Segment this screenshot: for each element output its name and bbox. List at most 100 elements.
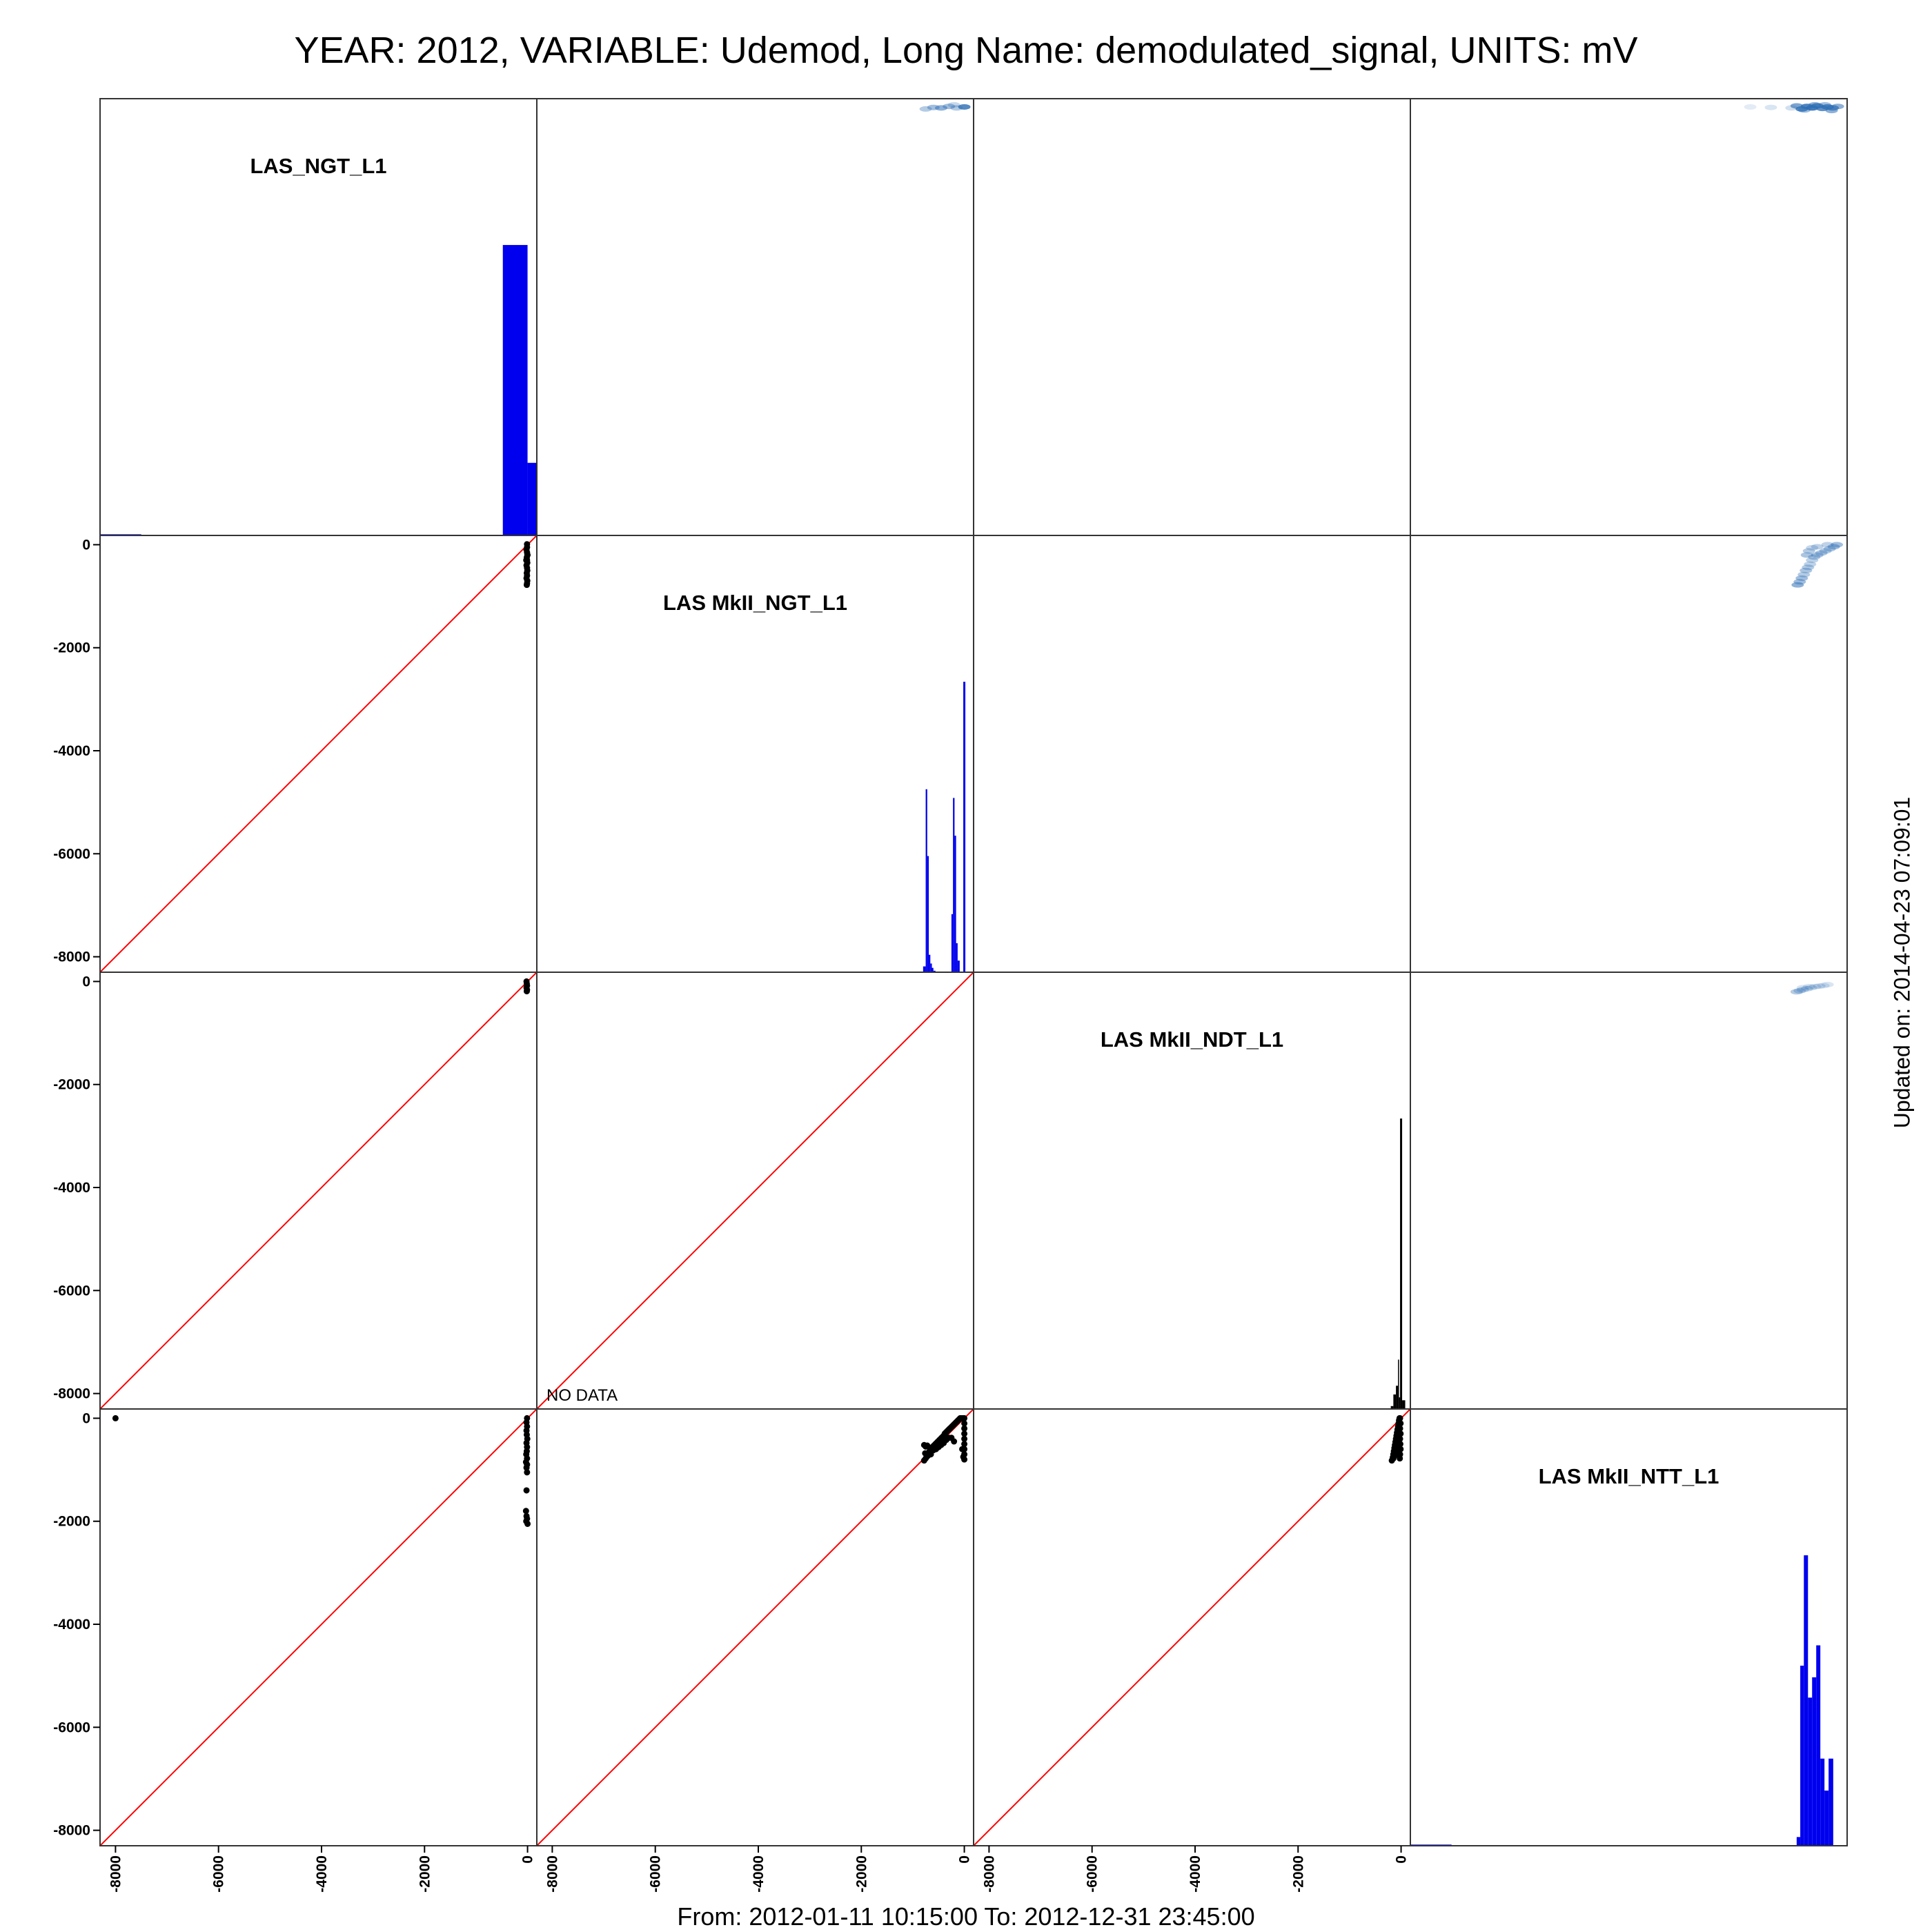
scatter-point	[523, 1487, 530, 1494]
identity-line	[100, 535, 537, 972]
y-tick-label: -2000	[53, 1077, 90, 1093]
density-cell	[1831, 542, 1844, 548]
density-cell	[1808, 983, 1822, 989]
histogram-bar	[1400, 1118, 1403, 1409]
density-cell	[1804, 561, 1817, 567]
density-cell	[1819, 548, 1832, 554]
density-cell	[1831, 103, 1844, 110]
density-cell	[1821, 542, 1834, 548]
density-cell	[1800, 985, 1813, 992]
panel-border	[973, 98, 1411, 536]
x-tick-label: -2000	[1290, 1855, 1306, 1893]
x-tick-label: 0	[957, 1855, 973, 1864]
x-tick-label: 0	[520, 1855, 536, 1864]
x-tick-label: -4000	[314, 1855, 330, 1893]
scatter-point	[961, 1435, 968, 1442]
density-cell	[1815, 550, 1828, 556]
density-cell	[947, 101, 960, 108]
density-cell	[1804, 985, 1817, 991]
scatter-point	[522, 1508, 529, 1515]
panel-border	[1410, 98, 1848, 536]
histogram-bar	[925, 789, 927, 972]
histogram-bar	[527, 462, 537, 535]
density-cell	[1764, 104, 1777, 110]
density-cell	[1802, 548, 1815, 554]
identity-line	[537, 972, 974, 1409]
density-cell	[1795, 575, 1808, 581]
x-tick-label: -8000	[108, 1855, 124, 1893]
histogram-bar	[951, 914, 954, 972]
y-tick-label: -6000	[53, 1283, 90, 1299]
x-tick-label: -2000	[854, 1855, 869, 1893]
panel-title-las-mkii-ngt-l1: LAS MkII_NGT_L1	[663, 591, 847, 615]
density-cell	[1817, 983, 1830, 989]
histogram-bar	[1808, 1697, 1813, 1846]
panel-title-las-mkii-ndt-l1: LAS MkII_NDT_L1	[1101, 1027, 1283, 1052]
histogram-bar	[963, 682, 966, 972]
density-cell	[1796, 987, 1809, 993]
scatter-point	[1397, 1414, 1403, 1421]
identity-line	[100, 972, 537, 1409]
panel-title-las-ngt-l1: LAS_NGT_L1	[250, 154, 386, 178]
density-cell	[1813, 983, 1826, 989]
panel-las-mkii-ngt-l1-vs-las-mkii-ntt-l1	[1791, 542, 1844, 588]
scatter-point	[961, 1430, 968, 1437]
density-cell	[1811, 544, 1824, 550]
y-tick-label: 0	[82, 1410, 90, 1426]
identity-line	[100, 1409, 537, 1846]
panel-las-mkii-ntt-l1-vs-las-mkii-ntt-l1	[1410, 1555, 1833, 1846]
histogram-bar	[957, 960, 960, 972]
histogram-bar	[953, 798, 955, 972]
no-data-label: NO DATA	[546, 1386, 618, 1405]
histogram-bar	[1402, 1400, 1406, 1409]
x-tick-label: -2000	[417, 1855, 433, 1893]
panel-las-mkii-ngt-l1-vs-las-mkii-ngt-l1	[923, 682, 966, 972]
histogram-bar	[502, 245, 528, 535]
density-cell	[1825, 108, 1838, 114]
histogram-bar	[1804, 1555, 1808, 1846]
density-cell	[1793, 579, 1806, 585]
panel-las-ngt-l1-vs-las-mkii-ngt-l1	[919, 101, 971, 112]
density-cell	[958, 103, 971, 110]
histogram-bar	[1396, 1386, 1399, 1409]
panel-border	[536, 98, 974, 536]
y-tick-label: -8000	[53, 949, 90, 965]
density-cell	[1806, 544, 1819, 551]
scatter-point	[961, 1420, 968, 1427]
scatter-point	[1397, 1420, 1404, 1427]
histogram-bar	[930, 963, 932, 972]
panel-las-ngt-l1-vs-las-ngt-l1	[100, 245, 537, 535]
scatter-point	[1394, 1437, 1401, 1443]
y-tick-label: -4000	[53, 743, 90, 759]
scatter-point	[961, 1425, 968, 1432]
y-tick-label: -6000	[53, 1719, 90, 1735]
scatter-point	[1397, 1455, 1403, 1462]
scatter-point	[945, 1435, 952, 1441]
panel-las-mkii-ntt-l1-vs-las-ngt-l1	[100, 1409, 537, 1846]
panel-las-mkii-ndt-l1-vs-las-mkii-ngt-l1	[537, 972, 974, 1409]
x-tick-label: -4000	[751, 1855, 767, 1893]
panel-title-las-mkii-ntt-l1: LAS MkII_NTT_L1	[1539, 1464, 1719, 1488]
histogram-bar	[1820, 1758, 1825, 1846]
scatter-point	[523, 582, 530, 589]
scatter-point	[523, 557, 530, 564]
density-cell	[1798, 107, 1811, 113]
histogram-bar	[1399, 1397, 1401, 1409]
histogram-bar	[1828, 1758, 1833, 1846]
histogram-bar	[954, 836, 956, 972]
x-tick-label: -6000	[211, 1855, 227, 1893]
panel-border	[973, 535, 1411, 973]
scatter-point	[961, 1441, 968, 1448]
density-cell	[1806, 557, 1819, 563]
histogram-bar	[923, 966, 926, 972]
density-cell	[1800, 552, 1813, 558]
density-cell	[1811, 552, 1824, 558]
x-tick-label: -4000	[1187, 1855, 1203, 1893]
scatter-point	[523, 988, 530, 995]
y-tick-label: -2000	[53, 640, 90, 656]
identity-line	[537, 1409, 974, 1846]
panel-border	[1410, 1408, 1848, 1846]
histogram-bar	[1393, 1394, 1397, 1409]
y-tick-label: -4000	[53, 1180, 90, 1196]
density-cell	[1808, 101, 1821, 108]
